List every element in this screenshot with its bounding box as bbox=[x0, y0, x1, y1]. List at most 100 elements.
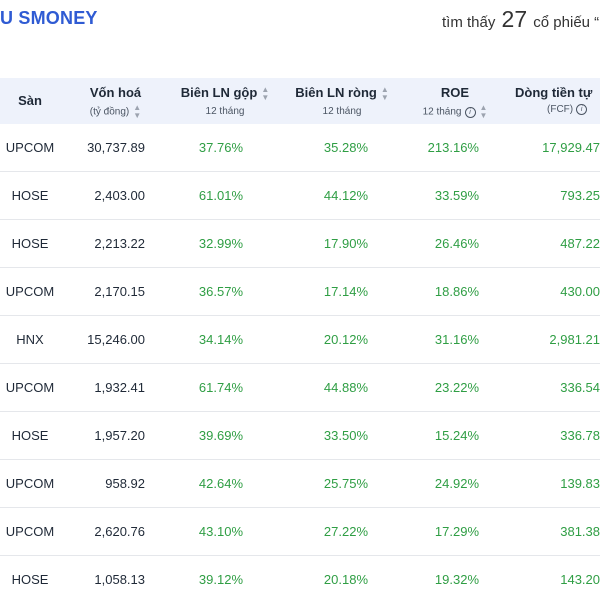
cell-free-cash-flow: 143.20 bbox=[560, 572, 600, 587]
cell-net-margin: 44.88% bbox=[323, 380, 368, 395]
cell-free-cash-flow: 2,981.21 bbox=[549, 332, 600, 347]
cell-market-cap: 1,932.41 bbox=[94, 380, 145, 395]
column-sub-fcf-text: (FCF) bbox=[547, 104, 574, 116]
info-icon[interactable]: i bbox=[464, 106, 476, 118]
stock-table: Sàn Vốn hoá (tỷ đồng) ▲ ▼ Biên LN gộp ▲ ▼ 12… bbox=[0, 78, 600, 600]
brand-logo-text[interactable]: U SMONEY bbox=[0, 8, 98, 28]
cell-market-cap: 958.92 bbox=[105, 476, 145, 491]
table-row[interactable]: UPCOM 1,932.41 61.74% 44.88% 23.22% 336.… bbox=[0, 364, 600, 412]
cell-market-cap: 2,620.76 bbox=[94, 524, 145, 539]
cell-exchange: UPCOM bbox=[5, 140, 55, 155]
column-header-free-cash-flow[interactable]: Dòng tiền tự (FCF) i bbox=[515, 78, 600, 124]
column-sub-market-cap-text: (tỷ đồng) bbox=[89, 106, 130, 118]
cell-net-margin: 17.14% bbox=[323, 284, 368, 299]
results-count-text: tìm thấy 27 cổ phiếu “M bbox=[442, 6, 600, 33]
cell-market-cap: 2,213.22 bbox=[94, 236, 145, 251]
column-title-roe: ROE bbox=[440, 85, 470, 100]
sort-icon[interactable]: ▲ ▼ bbox=[133, 103, 142, 120]
cell-free-cash-flow: 336.54 bbox=[560, 380, 600, 395]
cell-exchange: HOSE bbox=[11, 428, 49, 443]
column-title-free-cash-flow: Dòng tiền tự bbox=[515, 85, 593, 100]
cell-roe: 213.16% bbox=[427, 140, 479, 155]
column-subtitle-roe: 12 tháng i ▲ ▼ bbox=[405, 104, 505, 120]
cell-roe: 15.24% bbox=[434, 428, 479, 443]
column-subtitle-market-cap: (tỷ đồng) ▲ ▼ bbox=[68, 104, 163, 120]
cell-exchange: UPCOM bbox=[5, 524, 55, 539]
column-title-net-margin-text: Biên LN ròng bbox=[295, 85, 377, 100]
cell-roe: 17.29% bbox=[434, 524, 479, 539]
found-prefix: tìm thấy bbox=[442, 14, 496, 31]
table-row[interactable]: UPCOM 958.92 42.64% 25.75% 24.92% 139.83 bbox=[0, 460, 600, 508]
column-subtitle-gross-margin: 12 tháng bbox=[205, 105, 245, 117]
cell-roe: 26.46% bbox=[434, 236, 479, 251]
cell-exchange: UPCOM bbox=[5, 476, 55, 491]
cell-roe: 19.32% bbox=[434, 572, 479, 587]
table-row[interactable]: HNX 15,246.00 34.14% 20.12% 31.16% 2,981… bbox=[0, 316, 600, 364]
column-title-gross-margin: Biên LN gộp ▲ ▼ bbox=[165, 85, 285, 102]
cell-exchange: UPCOM bbox=[5, 284, 55, 299]
cell-market-cap: 30,737.89 bbox=[87, 140, 145, 155]
cell-gross-margin: 39.12% bbox=[198, 572, 243, 587]
sort-icon[interactable]: ▲ ▼ bbox=[479, 103, 488, 120]
table-row[interactable]: UPCOM 2,170.15 36.57% 17.14% 18.86% 430.… bbox=[0, 268, 600, 316]
cell-free-cash-flow: 381.38 bbox=[560, 524, 600, 539]
cell-gross-margin: 34.14% bbox=[198, 332, 243, 347]
column-title-market-cap: Vốn hoá bbox=[89, 85, 142, 100]
cell-net-margin: 27.22% bbox=[323, 524, 368, 539]
cell-roe: 33.59% bbox=[434, 188, 479, 203]
info-icon[interactable]: i bbox=[576, 104, 588, 115]
table-row[interactable]: HOSE 2,403.00 61.01% 44.12% 33.59% 793.2… bbox=[0, 172, 600, 220]
cell-roe: 31.16% bbox=[434, 332, 479, 347]
table-header: Sàn Vốn hoá (tỷ đồng) ▲ ▼ Biên LN gộp ▲ ▼ 12… bbox=[0, 78, 600, 124]
found-count: 27 bbox=[501, 6, 528, 32]
cell-exchange: UPCOM bbox=[5, 380, 55, 395]
column-header-exchange[interactable]: Sàn bbox=[0, 78, 60, 124]
cell-roe: 24.92% bbox=[434, 476, 479, 491]
cell-net-margin: 17.90% bbox=[323, 236, 368, 251]
table-row[interactable]: HOSE 2,213.22 32.99% 17.90% 26.46% 487.2… bbox=[0, 220, 600, 268]
column-title-net-margin: Biên LN ròng ▲ ▼ bbox=[282, 85, 402, 102]
cell-net-margin: 33.50% bbox=[323, 428, 368, 443]
cell-gross-margin: 61.01% bbox=[198, 188, 243, 203]
table-row[interactable]: UPCOM 2,620.76 43.10% 27.22% 17.29% 381.… bbox=[0, 508, 600, 556]
sort-icon[interactable]: ▲ ▼ bbox=[261, 84, 270, 102]
top-bar: U SMONEY tìm thấy 27 cổ phiếu “M bbox=[0, 0, 600, 40]
column-header-gross-margin[interactable]: Biên LN gộp ▲ ▼ 12 tháng bbox=[165, 78, 285, 124]
found-suffix: cổ phiếu “M bbox=[533, 14, 600, 31]
cell-market-cap: 2,170.15 bbox=[94, 284, 145, 299]
cell-exchange: HOSE bbox=[11, 572, 49, 587]
column-sub-roe-text: 12 tháng bbox=[422, 106, 462, 118]
cell-gross-margin: 42.64% bbox=[198, 476, 243, 491]
table-row[interactable]: UPCOM 30,737.89 37.76% 35.28% 213.16% 17… bbox=[0, 124, 600, 172]
cell-gross-margin: 43.10% bbox=[198, 524, 243, 539]
cell-gross-margin: 61.74% bbox=[198, 380, 243, 395]
cell-market-cap: 1,957.20 bbox=[94, 428, 145, 443]
cell-net-margin: 20.18% bbox=[323, 572, 368, 587]
table-row[interactable]: HOSE 1,957.20 39.69% 33.50% 15.24% 336.7… bbox=[0, 412, 600, 460]
column-header-net-margin[interactable]: Biên LN ròng ▲ ▼ 12 tháng bbox=[282, 78, 402, 124]
column-header-roe[interactable]: ROE 12 tháng i ▲ ▼ bbox=[405, 78, 505, 124]
column-header-market-cap[interactable]: Vốn hoá (tỷ đồng) ▲ ▼ bbox=[68, 78, 163, 124]
cell-gross-margin: 37.76% bbox=[198, 140, 243, 155]
table-row[interactable]: HOSE 1,058.13 39.12% 20.18% 19.32% 143.2… bbox=[0, 556, 600, 600]
cell-exchange: HNX bbox=[16, 332, 44, 347]
cell-free-cash-flow: 139.83 bbox=[560, 476, 600, 491]
column-title-gross-margin-text: Biên LN gộp bbox=[180, 85, 258, 100]
cell-gross-margin: 36.57% bbox=[198, 284, 243, 299]
cell-market-cap: 15,246.00 bbox=[87, 332, 145, 347]
cell-exchange: HOSE bbox=[11, 236, 49, 251]
cell-net-margin: 20.12% bbox=[323, 332, 368, 347]
cell-gross-margin: 32.99% bbox=[198, 236, 243, 251]
column-subtitle-net-margin: 12 tháng bbox=[322, 105, 362, 117]
cell-free-cash-flow: 487.22 bbox=[560, 236, 600, 251]
cell-free-cash-flow: 793.25 bbox=[560, 188, 600, 203]
cell-market-cap: 1,058.13 bbox=[94, 572, 145, 587]
cell-market-cap: 2,403.00 bbox=[94, 188, 145, 203]
sort-icon[interactable]: ▲ ▼ bbox=[380, 84, 389, 102]
cell-exchange: HOSE bbox=[11, 188, 49, 203]
cell-roe: 23.22% bbox=[434, 380, 479, 395]
cell-free-cash-flow: 17,929.47 bbox=[542, 140, 600, 155]
cell-free-cash-flow: 430.00 bbox=[560, 284, 600, 299]
cell-free-cash-flow: 336.78 bbox=[560, 428, 600, 443]
cell-net-margin: 44.12% bbox=[323, 188, 368, 203]
